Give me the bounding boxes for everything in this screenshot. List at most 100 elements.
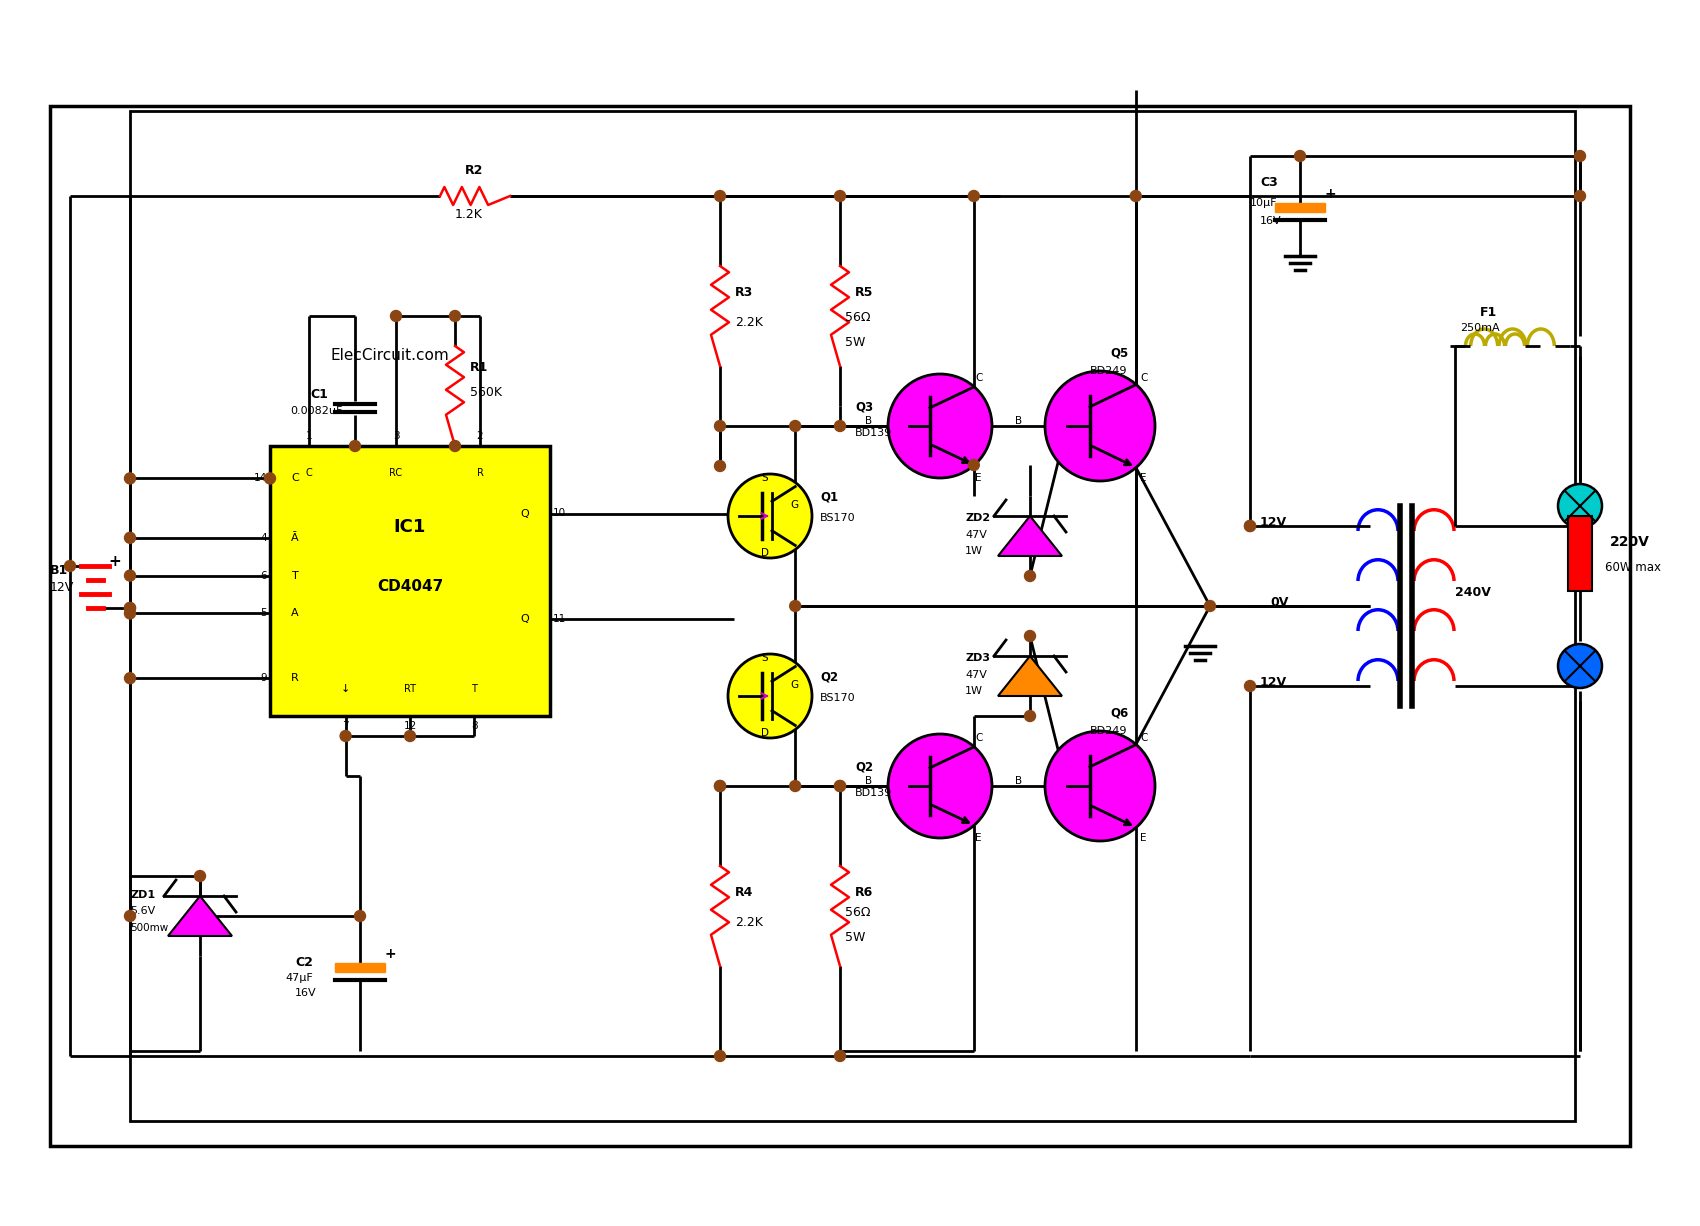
- Text: Q1: Q1: [819, 490, 838, 504]
- Circle shape: [714, 781, 726, 792]
- Text: C: C: [291, 473, 299, 483]
- Text: ZD2: ZD2: [966, 512, 989, 524]
- Text: 10μF: 10μF: [1250, 199, 1277, 208]
- Text: 12: 12: [403, 721, 416, 731]
- Text: T: T: [471, 684, 478, 694]
- Text: Ā: Ā: [291, 533, 299, 543]
- Circle shape: [714, 190, 726, 201]
- Text: 2.2K: 2.2K: [734, 916, 763, 929]
- Circle shape: [887, 374, 993, 478]
- Text: F1: F1: [1481, 306, 1498, 319]
- Text: 500mw: 500mw: [129, 923, 168, 933]
- Circle shape: [449, 310, 461, 321]
- Circle shape: [835, 421, 845, 432]
- Text: R1: R1: [469, 360, 488, 374]
- Text: R3: R3: [734, 286, 753, 299]
- Text: RT: RT: [405, 684, 416, 694]
- Text: S: S: [762, 473, 768, 483]
- Text: Q5: Q5: [1110, 346, 1129, 359]
- Text: 1: 1: [306, 432, 313, 441]
- Text: BD249: BD249: [1090, 726, 1127, 736]
- Text: 560K: 560K: [469, 386, 502, 398]
- Text: 1.2K: 1.2K: [456, 208, 483, 221]
- Text: C: C: [1141, 733, 1148, 743]
- Circle shape: [1244, 521, 1256, 532]
- Circle shape: [714, 461, 726, 472]
- Text: 5W: 5W: [845, 336, 865, 349]
- Text: 1W: 1W: [966, 687, 983, 696]
- Circle shape: [887, 734, 993, 839]
- Text: Q: Q: [520, 509, 529, 519]
- Text: R5: R5: [855, 286, 874, 299]
- Text: 5W: 5W: [845, 931, 865, 944]
- Circle shape: [790, 781, 801, 792]
- Text: E: E: [976, 473, 981, 483]
- Text: 12V: 12V: [1260, 676, 1287, 689]
- Circle shape: [124, 570, 136, 581]
- Text: Q2: Q2: [855, 761, 874, 774]
- Circle shape: [714, 1051, 726, 1062]
- Circle shape: [124, 673, 136, 684]
- Bar: [1275, 204, 1324, 212]
- Text: E: E: [1141, 473, 1146, 483]
- Circle shape: [835, 190, 845, 201]
- Text: 1W: 1W: [966, 546, 983, 557]
- Bar: [335, 962, 384, 972]
- Text: BD139: BD139: [855, 428, 892, 438]
- Text: S: S: [762, 653, 768, 663]
- Circle shape: [124, 911, 136, 922]
- Text: 7: 7: [342, 721, 348, 731]
- Bar: [270, 446, 551, 716]
- Circle shape: [714, 421, 726, 432]
- Text: RC: RC: [389, 468, 403, 478]
- Circle shape: [1025, 570, 1035, 581]
- Text: 0V: 0V: [1270, 596, 1289, 609]
- Circle shape: [449, 440, 461, 451]
- Circle shape: [1025, 711, 1035, 721]
- Circle shape: [340, 731, 352, 742]
- Circle shape: [1130, 190, 1141, 201]
- Text: 220V: 220V: [1610, 535, 1651, 549]
- Circle shape: [835, 781, 845, 792]
- Text: 0.0082uF: 0.0082uF: [291, 406, 342, 416]
- Circle shape: [1557, 644, 1601, 688]
- Text: ↓: ↓: [342, 684, 350, 694]
- Circle shape: [1244, 521, 1256, 532]
- Text: 2.2K: 2.2K: [734, 316, 763, 329]
- Circle shape: [728, 653, 813, 738]
- Text: D: D: [762, 548, 768, 558]
- Text: ZD1: ZD1: [129, 890, 155, 900]
- Text: B1: B1: [49, 564, 68, 577]
- Circle shape: [265, 473, 275, 484]
- Text: 250mA: 250mA: [1460, 322, 1499, 333]
- Text: R: R: [476, 468, 483, 478]
- Circle shape: [728, 474, 813, 558]
- Text: 6: 6: [260, 570, 267, 581]
- Text: 12V: 12V: [49, 581, 75, 595]
- Circle shape: [1205, 601, 1216, 612]
- Circle shape: [790, 421, 801, 432]
- Text: 12V: 12V: [1260, 516, 1287, 528]
- Text: C: C: [1141, 373, 1148, 383]
- Text: T̄: T̄: [292, 570, 299, 581]
- Text: 240V: 240V: [1455, 586, 1491, 600]
- Text: 5.6V: 5.6V: [129, 906, 155, 916]
- Circle shape: [835, 1051, 845, 1062]
- Circle shape: [1557, 484, 1601, 528]
- Circle shape: [124, 532, 136, 543]
- Circle shape: [835, 781, 845, 792]
- Text: R4: R4: [734, 886, 753, 899]
- Text: +: +: [384, 946, 396, 961]
- Text: 16V: 16V: [296, 988, 316, 998]
- Text: 9: 9: [260, 673, 267, 683]
- Text: D: D: [762, 728, 768, 738]
- Text: 47V: 47V: [966, 669, 988, 680]
- Text: Q6: Q6: [1110, 706, 1129, 718]
- Circle shape: [350, 440, 360, 451]
- Circle shape: [1046, 371, 1154, 481]
- Text: Q3: Q3: [855, 401, 874, 414]
- Text: R2: R2: [466, 164, 483, 177]
- Text: IC1: IC1: [394, 519, 427, 536]
- Text: ElecCircuit.com: ElecCircuit.com: [330, 348, 449, 363]
- Text: 4: 4: [260, 533, 267, 543]
